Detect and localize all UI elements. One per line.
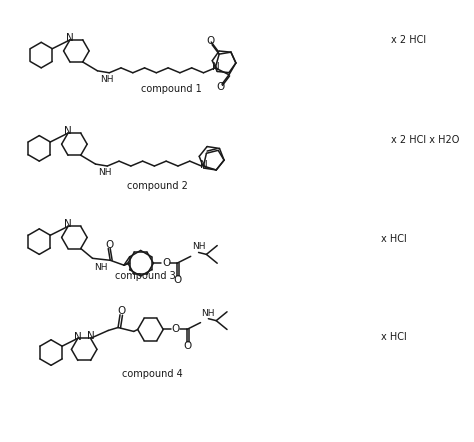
Text: x 2 HCl: x 2 HCl	[391, 35, 426, 46]
Text: O: O	[216, 81, 224, 91]
Text: O: O	[117, 306, 125, 316]
Text: N: N	[64, 219, 72, 229]
Text: N: N	[87, 332, 94, 341]
Text: compound 1: compound 1	[141, 84, 202, 95]
Text: NH: NH	[94, 263, 108, 272]
Text: O: O	[172, 324, 180, 335]
Text: NH: NH	[99, 168, 112, 177]
Text: N: N	[64, 126, 72, 136]
Text: compound 4: compound 4	[122, 369, 182, 379]
Text: N: N	[200, 160, 207, 170]
Text: NH: NH	[191, 243, 205, 251]
Text: x HCl: x HCl	[381, 234, 407, 244]
Text: O: O	[174, 275, 182, 285]
Text: compound 2: compound 2	[127, 181, 188, 191]
Text: NH: NH	[100, 75, 114, 84]
Text: N: N	[66, 33, 74, 43]
Text: x 2 HCl x H2O: x 2 HCl x H2O	[391, 136, 459, 145]
Text: O: O	[183, 341, 192, 351]
Text: N: N	[74, 332, 82, 343]
Text: O: O	[206, 36, 214, 46]
Text: O: O	[162, 258, 170, 268]
Text: O: O	[105, 240, 113, 250]
Text: x HCl: x HCl	[381, 332, 407, 342]
Text: NH: NH	[201, 309, 215, 318]
Text: N: N	[212, 62, 220, 72]
Text: compound 3: compound 3	[115, 271, 176, 281]
